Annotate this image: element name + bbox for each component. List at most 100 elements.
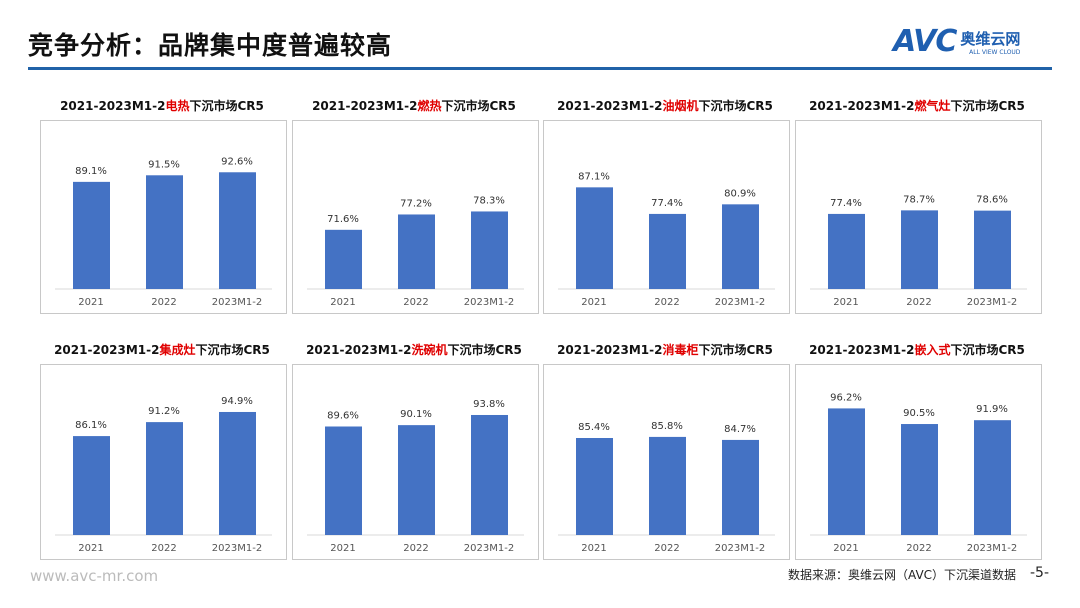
- bar: [974, 210, 1011, 289]
- data-label: 78.7%: [903, 194, 935, 205]
- logo-en: ALL VIEW CLOUD: [969, 48, 1021, 56]
- data-label: 91.9%: [976, 404, 1008, 415]
- chart-title-prefix: 2021-2023M1-2: [809, 99, 915, 113]
- x-tick-label: 2023M1-2: [464, 543, 514, 554]
- data-label: 77.4%: [830, 198, 862, 209]
- x-tick-label: 2023M1-2: [967, 543, 1017, 554]
- chart-title: 2021-2023M1-2消毒柜下沉市场CR5: [535, 341, 795, 358]
- bar: [828, 408, 865, 535]
- data-label: 94.9%: [221, 396, 253, 407]
- bar: [974, 420, 1011, 535]
- x-tick-label: 2022: [151, 543, 176, 554]
- bar: [722, 204, 759, 289]
- x-tick-label: 2021: [330, 543, 355, 554]
- avc-logo: AVC 奥维云网 ALL VIEW CLOUD: [893, 24, 1020, 59]
- data-label: 87.1%: [578, 171, 610, 182]
- data-label: 85.8%: [651, 421, 683, 432]
- bar: [576, 187, 613, 289]
- chart-title: 2021-2023M1-2油烟机下沉市场CR5: [535, 97, 795, 114]
- bar: [219, 411, 256, 535]
- bar: [901, 210, 938, 289]
- data-label: 92.6%: [221, 156, 253, 167]
- bar: [828, 213, 865, 289]
- x-tick-label: 2022: [403, 543, 428, 554]
- chart-panel: 87.1% 2021 77.4% 2022 80.9% 2023M1-2: [543, 120, 790, 314]
- bar-chart: 86.1% 2021 91.2% 2022 94.9% 2023M1-2: [55, 396, 272, 554]
- chart-panel: 77.4% 2021 78.7% 2022 78.6% 2023M1-2: [795, 120, 1042, 314]
- data-label: 91.2%: [148, 406, 180, 417]
- bar-chart: 89.1% 2021 91.5% 2022 92.6% 2023M1-2: [55, 156, 272, 308]
- x-tick-label: 2023M1-2: [715, 297, 765, 308]
- header-divider: [28, 67, 1052, 70]
- bar: [219, 172, 256, 289]
- bar: [146, 422, 183, 535]
- bar: [471, 414, 508, 535]
- data-label: 91.5%: [148, 159, 180, 170]
- bar-chart: 85.4% 2021 85.8% 2022 84.7% 2023M1-2: [558, 421, 775, 554]
- x-tick-label: 2022: [654, 297, 679, 308]
- data-label: 90.1%: [400, 409, 432, 420]
- x-tick-label: 2021: [330, 297, 355, 308]
- bar: [901, 424, 938, 535]
- data-label: 78.6%: [976, 195, 1008, 206]
- x-tick-label: 2021: [78, 297, 103, 308]
- x-tick-label: 2021: [78, 543, 103, 554]
- data-label: 89.6%: [327, 410, 359, 421]
- bar-chart: 89.6% 2021 90.1% 2022 93.8% 2023M1-2: [307, 399, 524, 554]
- chart-title-prefix: 2021-2023M1-2: [306, 343, 412, 357]
- chart-title-highlight: 燃热: [417, 99, 442, 113]
- data-label: 89.1%: [75, 166, 107, 177]
- bar: [73, 436, 110, 535]
- bar: [722, 439, 759, 535]
- chart-title-suffix: 下沉市场CR5: [950, 99, 1025, 113]
- bar-chart: 71.6% 2021 77.2% 2022 78.3% 2023M1-2: [307, 195, 524, 308]
- x-tick-label: 2023M1-2: [464, 297, 514, 308]
- chart-title-prefix: 2021-2023M1-2: [312, 99, 418, 113]
- chart-title-suffix: 下沉市场CR5: [950, 343, 1025, 357]
- bar-chart: 96.2% 2021 90.5% 2022 91.9% 2023M1-2: [810, 392, 1027, 554]
- chart-title: 2021-2023M1-2电热下沉市场CR5: [32, 97, 292, 114]
- chart-panel: 89.1% 2021 91.5% 2022 92.6% 2023M1-2: [40, 120, 287, 314]
- chart-title-highlight: 油烟机: [662, 99, 699, 113]
- bar: [398, 425, 435, 535]
- data-label: 71.6%: [327, 214, 359, 225]
- chart-title-highlight: 燃气灶: [914, 99, 951, 113]
- data-label: 90.5%: [903, 408, 935, 419]
- page-title: 竞争分析：品牌集中度普遍较高: [28, 31, 393, 60]
- chart-title-suffix: 下沉市场CR5: [447, 343, 522, 357]
- x-tick-label: 2023M1-2: [212, 543, 262, 554]
- chart-title-suffix: 下沉市场CR5: [698, 343, 773, 357]
- bar: [649, 436, 686, 535]
- bar-chart: 87.1% 2021 77.4% 2022 80.9% 2023M1-2: [558, 171, 775, 308]
- x-tick-label: 2023M1-2: [212, 297, 262, 308]
- bar: [471, 211, 508, 289]
- data-label: 85.4%: [578, 422, 610, 433]
- chart-title-highlight: 嵌入式: [914, 343, 951, 357]
- chart-title-highlight: 消毒柜: [662, 343, 699, 357]
- x-tick-label: 2023M1-2: [715, 543, 765, 554]
- chart-panel: 89.6% 2021 90.1% 2022 93.8% 2023M1-2: [292, 364, 539, 560]
- x-tick-label: 2021: [581, 297, 606, 308]
- chart-title-prefix: 2021-2023M1-2: [557, 99, 663, 113]
- chart-title-prefix: 2021-2023M1-2: [60, 99, 166, 113]
- data-label: 93.8%: [473, 399, 505, 410]
- chart-title: 2021-2023M1-2集成灶下沉市场CR5: [32, 341, 292, 358]
- page-number: -5-: [1030, 565, 1050, 581]
- chart-panel: 86.1% 2021 91.2% 2022 94.9% 2023M1-2: [40, 364, 287, 560]
- chart-title: 2021-2023M1-2嵌入式下沉市场CR5: [787, 341, 1047, 358]
- data-label: 86.1%: [75, 420, 107, 431]
- data-label: 80.9%: [724, 188, 756, 199]
- x-tick-label: 2021: [833, 543, 858, 554]
- x-tick-label: 2023M1-2: [967, 297, 1017, 308]
- bar: [649, 213, 686, 289]
- bar: [576, 438, 613, 535]
- chart-title-highlight: 电热: [165, 99, 190, 113]
- chart-panel: 85.4% 2021 85.8% 2022 84.7% 2023M1-2: [543, 364, 790, 560]
- chart-title-highlight: 集成灶: [159, 343, 196, 357]
- footer-url: www.avc-mr.com: [30, 567, 159, 585]
- bar: [325, 426, 362, 535]
- chart-title-suffix: 下沉市场CR5: [698, 99, 773, 113]
- chart-title: 2021-2023M1-2洗碗机下沉市场CR5: [284, 341, 544, 358]
- chart-panel: 96.2% 2021 90.5% 2022 91.9% 2023M1-2: [795, 364, 1042, 560]
- bar: [325, 229, 362, 289]
